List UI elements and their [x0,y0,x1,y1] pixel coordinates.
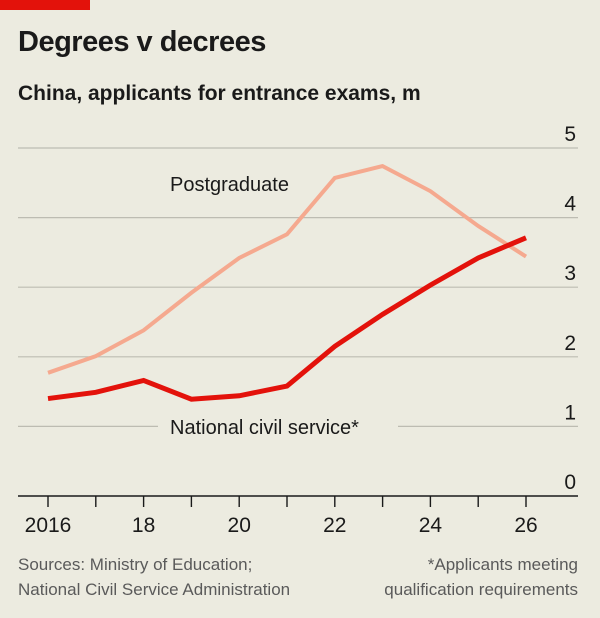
x-tick-label: 22 [323,514,346,537]
brand-red-bar [0,0,90,10]
sources-line-1: Sources: Ministry of Education; [18,555,253,574]
sources: Sources: Ministry of Education; National… [18,552,290,602]
y-tick-label: 3 [564,262,576,285]
footnote-line-2: qualification requirements [384,580,578,599]
y-tick-label: 5 [564,123,576,146]
label-background [158,410,398,442]
x-tick-label: 26 [514,514,537,537]
y-tick-label: 1 [564,401,576,424]
sources-line-2: National Civil Service Administration [18,580,291,599]
series-label-postgraduate: Postgraduate [170,174,289,196]
y-tick-label: 4 [564,193,576,216]
series-line-civil-service [47,235,527,402]
footnote-line-1: *Applicants meeting [427,555,578,574]
series-line-postgraduate [47,163,528,375]
x-tick-label: 24 [419,514,443,537]
chart-subtitle: China, applicants for entrance exams, m [18,82,421,105]
x-tick-label: 18 [132,514,155,537]
y-tick-label: 2 [564,332,576,355]
footnote: *Applicants meeting qualification requir… [384,552,578,602]
x-tick-label: 2016 [25,514,72,537]
series-label-civil-service: National civil service* [170,417,359,439]
y-tick-label: 0 [564,471,576,494]
x-tick-label: 20 [228,514,251,537]
chart-title: Degrees v decrees [18,26,266,58]
